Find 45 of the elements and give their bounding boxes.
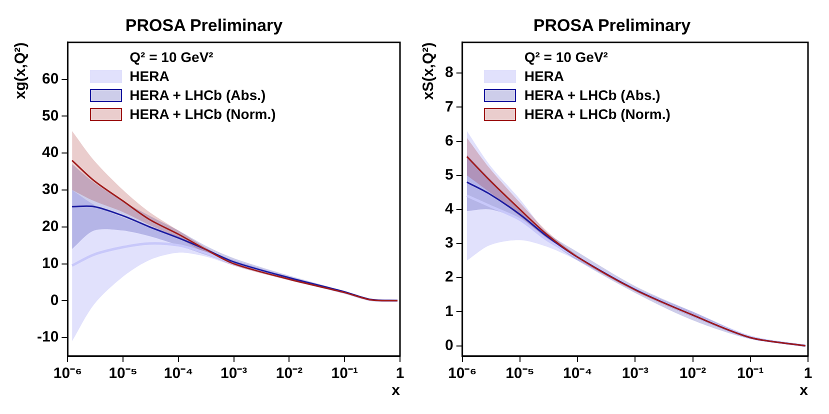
x-tick-label: 10⁻⁵ [108,365,138,382]
x-tick-label: 10⁻⁵ [506,365,534,382]
legend-label: HERA + LHCb (Norm.) [130,105,276,124]
y-tick-label: -10 [36,328,59,346]
x-axis-title: x [392,382,401,400]
y-tick-label: 0 [445,336,454,354]
x-tick-label: 10⁻⁶ [53,365,82,382]
x-tick-label: 10⁻⁶ [448,365,477,382]
legend-title: Q² = 10 GeV² [128,48,214,68]
x-tick-label: 10⁻⁴ [164,365,194,382]
chart-title: PROSA Preliminary [125,16,284,35]
x-tick-label: 10⁻¹ [737,365,764,382]
legend-label: HERA + LHCb (Abs.) [130,86,266,106]
y-tick-label: 5 [445,166,454,184]
x-tick-label: 10⁻² [679,365,706,382]
legend-title: Q² = 10 GeV² [523,48,609,68]
y-axis-title: xg(x,Q²) [12,42,30,100]
x-tick-label: 10⁻³ [220,365,248,382]
y-tick-label: 8 [445,64,454,82]
y-tick-label: 6 [445,132,454,150]
legend-label: HERA [130,67,170,86]
y-tick-label: 40 [42,144,59,162]
x-tick-label: 10⁻³ [622,365,649,382]
y-tick-label: 2 [445,268,454,286]
y-tick-label: 50 [42,107,59,124]
y-tick-label: 60 [42,70,59,88]
y-tick-label: 1 [445,302,454,320]
legend-label: HERA [524,67,564,86]
y-tick-label: 0 [50,292,59,309]
legend-label: HERA + LHCb (Norm.) [524,105,670,124]
y-tick-label: 30 [42,181,59,198]
y-tick-label: 7 [445,98,454,116]
x-tick-label: 10⁻² [276,365,303,382]
y-tick-label: 3 [445,234,454,252]
y-tick-label: 4 [445,200,454,218]
x-tick-label: 1 [804,365,812,382]
legend-label: HERA + LHCb (Abs.) [524,86,660,106]
x-tick-label: 1 [396,365,404,382]
chart-title: PROSA Preliminary [533,16,692,35]
y-tick-label: 20 [42,218,59,236]
x-axis-title: x [800,382,809,400]
x-tick-label: 10⁻⁴ [563,365,592,382]
x-tick-label: 10⁻¹ [331,365,358,382]
y-tick-label: 10 [42,254,59,272]
y-axis-title: xS(x,Q²) [420,42,438,100]
